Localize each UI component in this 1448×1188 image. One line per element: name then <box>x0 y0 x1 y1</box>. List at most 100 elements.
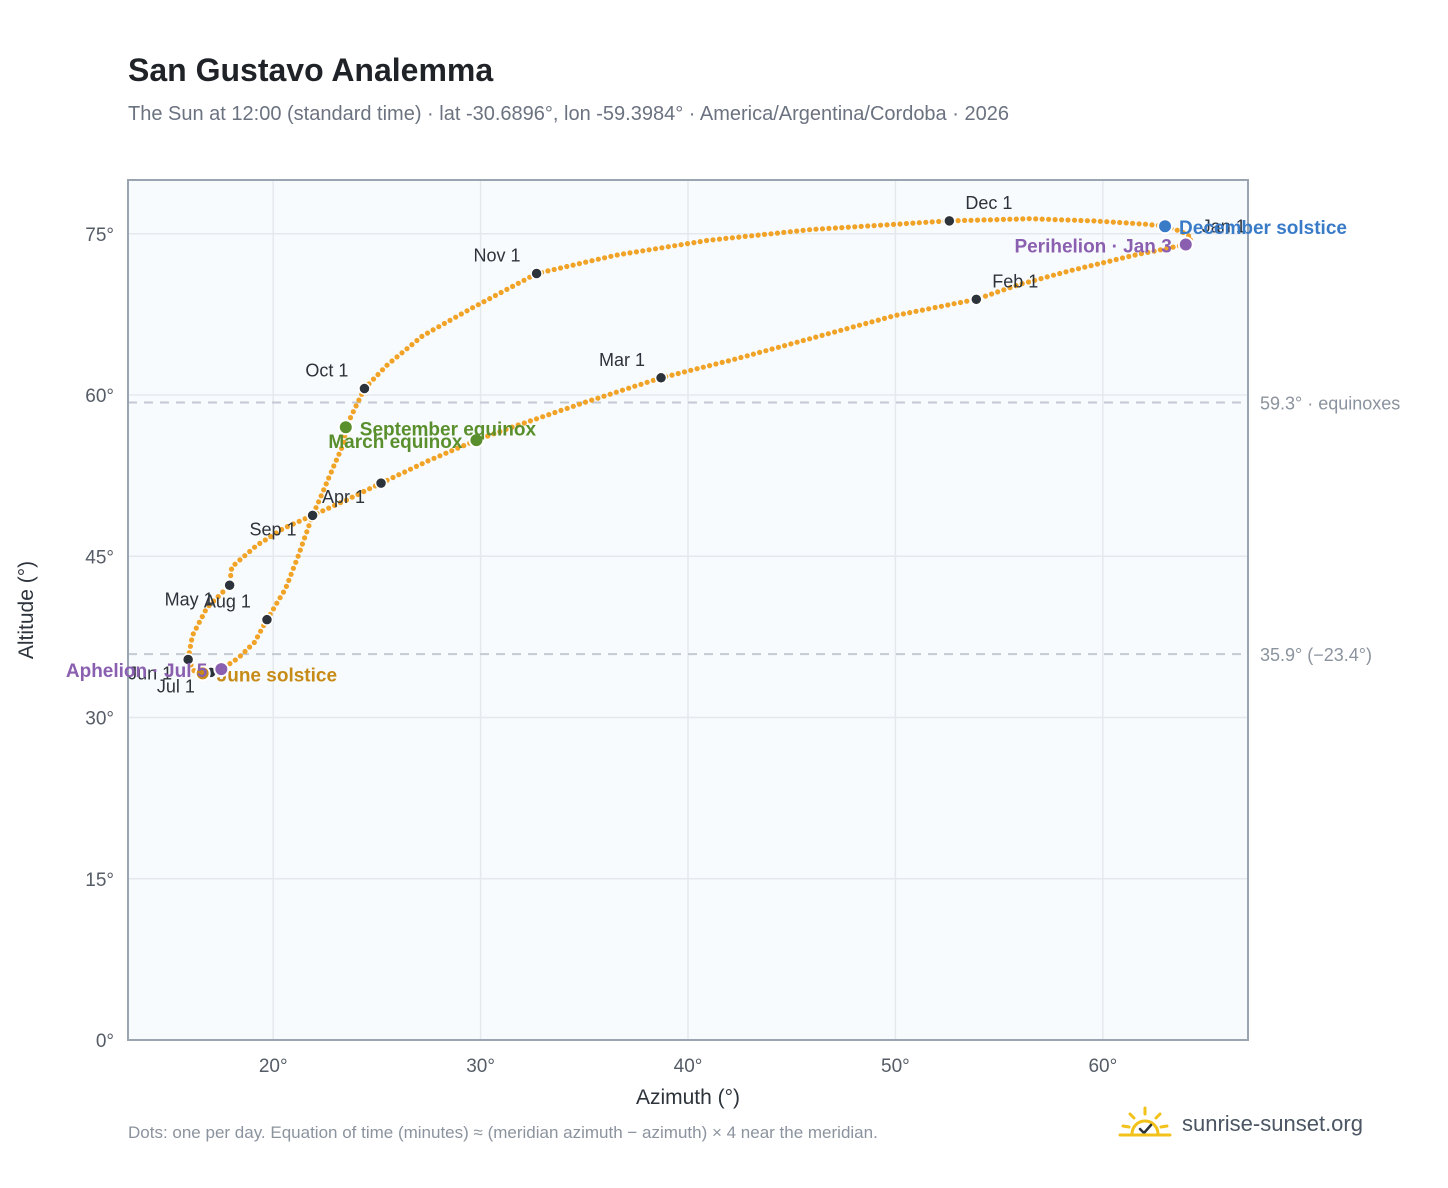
daily-dot <box>407 466 414 472</box>
brand-text: sunrise-sunset.org <box>1182 1111 1363 1136</box>
daily-dot <box>738 354 744 361</box>
daily-dot <box>297 547 303 553</box>
month-marker <box>223 579 236 592</box>
y-tick-label: 60° <box>85 386 114 407</box>
daily-dot <box>389 358 395 364</box>
daily-dot <box>274 600 280 606</box>
daily-dot <box>813 334 819 340</box>
daily-dot <box>890 221 897 227</box>
daily-dot <box>283 583 289 590</box>
daily-dot <box>1145 249 1151 255</box>
daily-dot <box>390 474 396 481</box>
daily-dot <box>669 372 675 378</box>
month-marker <box>358 382 371 395</box>
brand[interactable]: sunrise-sunset.org <box>1118 1100 1363 1148</box>
daily-dot <box>951 301 957 307</box>
daily-dot <box>826 225 832 231</box>
daily-dot <box>725 358 732 364</box>
x-tick-label: 50° <box>881 1056 910 1077</box>
daily-dot <box>774 230 781 236</box>
daily-dot <box>293 559 299 565</box>
month-marker <box>181 653 195 666</box>
daily-dot <box>1013 283 1019 289</box>
daily-dot <box>704 237 710 244</box>
daily-dot <box>955 218 961 224</box>
daily-dot <box>1138 251 1144 257</box>
daily-dot <box>1013 216 1019 222</box>
daily-dot <box>242 648 248 655</box>
daily-dot <box>193 625 199 631</box>
daily-dot <box>1057 270 1063 277</box>
daily-dot <box>1046 216 1052 222</box>
daily-dot <box>865 223 871 229</box>
daily-dot <box>279 526 285 533</box>
daily-dot <box>1032 277 1038 283</box>
daily-dot <box>881 315 888 321</box>
daily-dot <box>242 553 248 559</box>
daily-dot <box>794 228 800 234</box>
daily-dot <box>277 595 283 601</box>
daily-dot <box>333 457 339 463</box>
daily-dot <box>845 224 851 230</box>
daily-dot <box>419 461 425 467</box>
daily-dot <box>189 637 195 643</box>
daily-dot <box>1104 219 1110 225</box>
daily-dot <box>464 308 470 314</box>
daily-dot <box>1007 285 1013 291</box>
daily-dot <box>1019 281 1025 287</box>
daily-dot <box>396 472 402 478</box>
daily-dot <box>268 533 274 540</box>
daily-dot <box>755 232 761 238</box>
daily-dot <box>1069 267 1075 273</box>
daily-dot <box>910 220 916 226</box>
daily-dot <box>807 336 813 342</box>
daily-dot <box>299 541 305 547</box>
daily-dot <box>813 226 819 232</box>
daily-dot <box>1149 222 1155 228</box>
daily-dot <box>900 311 907 317</box>
daily-dot <box>729 235 736 241</box>
daily-dot <box>1107 258 1113 264</box>
daily-dot <box>742 233 748 239</box>
daily-dot <box>626 385 632 391</box>
daily-dot <box>916 220 922 226</box>
daily-dot <box>1174 227 1180 233</box>
daily-dot <box>1075 266 1082 272</box>
month-marker <box>374 476 388 490</box>
daily-dot <box>302 516 308 522</box>
daily-dot <box>619 387 626 393</box>
daily-dot <box>1126 253 1132 260</box>
daily-dot <box>595 395 601 401</box>
month-marker <box>260 613 274 626</box>
daily-dot <box>232 657 238 663</box>
event-label: March equinox <box>328 432 463 453</box>
daily-dot <box>370 376 377 382</box>
event-marker <box>1157 218 1174 235</box>
reference-line-label: 35.9° (−23.4°) <box>1260 645 1372 665</box>
daily-dot <box>570 403 576 409</box>
daily-dot <box>1130 220 1136 226</box>
daily-dot <box>897 221 903 227</box>
daily-dot <box>1088 263 1094 269</box>
daily-dot <box>982 293 989 299</box>
daily-dot <box>744 353 750 359</box>
daily-dot <box>719 359 725 365</box>
daily-dot <box>367 486 373 492</box>
month-label: Dec 1 <box>965 193 1012 213</box>
daily-dot <box>929 219 935 225</box>
daily-dot <box>533 416 540 422</box>
daily-dot <box>832 225 839 231</box>
daily-dot <box>710 237 716 243</box>
daily-dot <box>1052 217 1058 223</box>
daily-dot <box>443 450 449 456</box>
daily-dot <box>878 222 884 228</box>
event-marker <box>337 419 354 436</box>
daily-dot <box>1117 219 1123 226</box>
daily-dot <box>1132 252 1138 258</box>
daily-dot <box>749 233 755 239</box>
daily-dot <box>551 266 557 273</box>
footnote: Dots: one per day. Equation of time (min… <box>128 1123 878 1142</box>
daily-dot <box>361 488 367 495</box>
daily-dot <box>1151 248 1157 254</box>
daily-dot <box>290 565 296 571</box>
